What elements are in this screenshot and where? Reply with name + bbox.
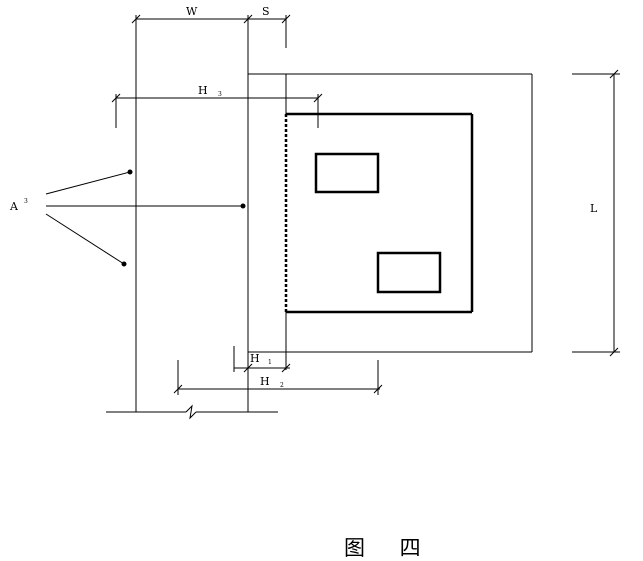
figure-caption: 图 四 [344,536,435,560]
inner-panel [284,112,474,314]
leader-a3: A 3 [9,169,246,267]
leader-dot-upper [127,169,133,175]
label-h2: H [260,375,270,388]
dimension-h2: H 2 [173,360,383,395]
leader-line-upper [45,171,131,195]
leader-dot-lower [121,261,127,267]
dimension-l: L [572,69,620,357]
label-s: S [262,5,270,18]
label-w: W [186,5,198,18]
label-h2-subscript: 2 [280,382,284,389]
opening-lower [376,251,442,294]
wall-break-line [106,404,278,420]
label-a3: A [9,200,19,213]
dimension-h3: H 3 [111,84,323,128]
label-h3: H [198,84,208,97]
label-h1-subscript: 1 [268,359,272,366]
opening-upper [314,152,380,194]
label-l: L [590,202,598,215]
outer-slab [248,73,533,353]
label-h3-subscript: 3 [218,91,222,98]
label-h1: H [250,352,260,365]
leader-line-lower [45,213,125,265]
wall [106,15,278,420]
dimension-h1: H 1 [233,346,291,373]
dimension-w: W [131,5,253,24]
label-a3-superscript: 3 [24,198,28,205]
dimension-s: S [248,5,291,24]
leader-dot-middle [240,203,246,209]
